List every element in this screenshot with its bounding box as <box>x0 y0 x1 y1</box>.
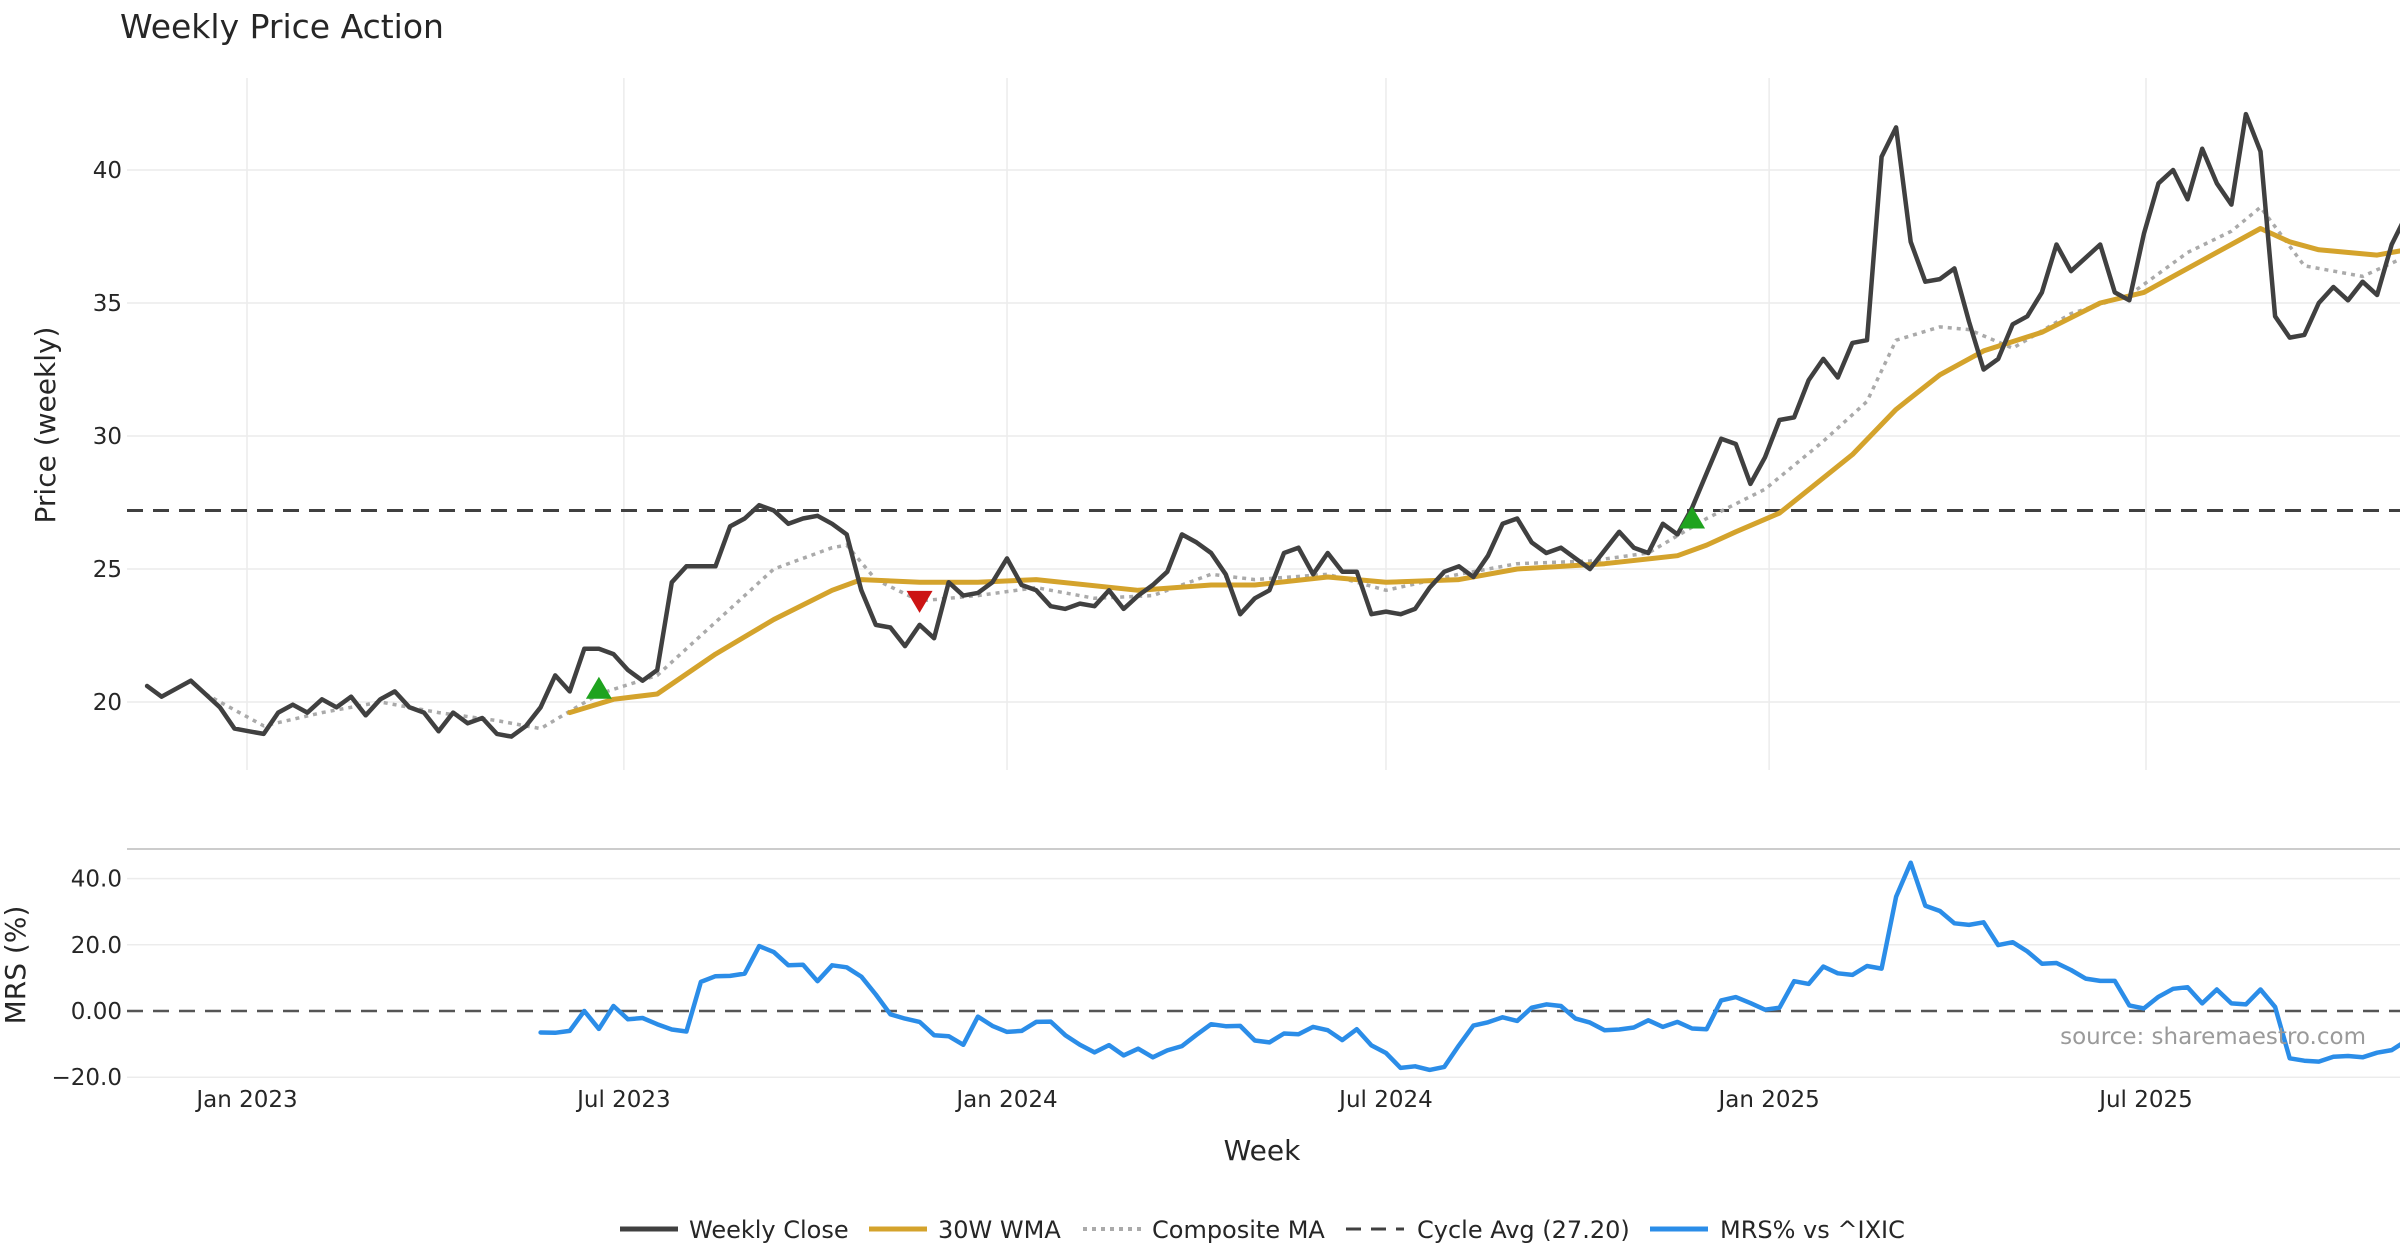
mrs-y-tick-40: 40.0 <box>71 867 122 893</box>
mrs-y-axis-label: MRS (%) <box>0 906 32 1025</box>
mrs-y-tick-20: 20.0 <box>71 933 122 959</box>
x-tick-jul-2024: Jul 2024 <box>1337 1087 1433 1113</box>
legend-label-cycle-avg: Cycle Avg (27.20) <box>1417 1216 1630 1244</box>
price-gridlines <box>127 78 2400 770</box>
legend-label-30w-wma: 30W WMA <box>938 1216 1061 1244</box>
x-tick-jul-2023: Jul 2023 <box>575 1087 671 1113</box>
mrs-y-tick-neg20: −20.0 <box>52 1065 122 1091</box>
x-axis-label: Week <box>1224 1134 1301 1167</box>
weekly-close-line <box>144 111 2400 739</box>
price-y-ticks: 20 25 30 35 40 <box>93 158 122 716</box>
x-tick-jan-2025: Jan 2025 <box>1716 1087 1819 1113</box>
mrs-y-ticks: −20.0 0.00 20.0 40.0 <box>52 867 122 1092</box>
price-y-tick-40: 40 <box>93 158 122 184</box>
buy-signal-marker-3 <box>1679 506 1706 529</box>
price-y-tick-30: 30 <box>93 424 122 450</box>
legend-label-weekly-close: Weekly Close <box>689 1216 849 1244</box>
buy-signal-marker-1 <box>585 676 612 699</box>
x-ticks: Jan 2023 Jul 2023 Jan 2024 Jul 2024 Jan 2025… <box>194 1087 2192 1113</box>
chart-title: Weekly Price Action <box>120 7 444 46</box>
x-tick-jul-2025: Jul 2025 <box>2097 1087 2193 1113</box>
price-y-tick-35: 35 <box>93 291 122 317</box>
signal-markers <box>585 506 1706 699</box>
mrs-gridlines <box>127 877 2400 1078</box>
legend: Weekly Close 30W WMA Composite MA Cycle … <box>620 1216 1905 1244</box>
price-y-tick-25: 25 <box>93 557 122 583</box>
wma-30w-line <box>567 226 2400 716</box>
price-y-axis-label: Price (weekly) <box>29 327 62 524</box>
legend-label-mrs: MRS% vs ^IXIC <box>1720 1216 1905 1244</box>
mrs-y-tick-0: 0.00 <box>71 999 122 1025</box>
source-annotation: source: sharemaestro.com <box>2060 1024 2366 1050</box>
x-tick-jan-2023: Jan 2023 <box>194 1087 297 1113</box>
x-tick-jan-2024: Jan 2024 <box>954 1087 1057 1113</box>
price-y-tick-20: 20 <box>93 690 122 716</box>
mrs-series-layer <box>127 860 2400 1073</box>
sell-signal-marker-2 <box>906 590 933 613</box>
mrs-line <box>538 860 2400 1073</box>
legend-label-composite-ma: Composite MA <box>1152 1216 1325 1244</box>
